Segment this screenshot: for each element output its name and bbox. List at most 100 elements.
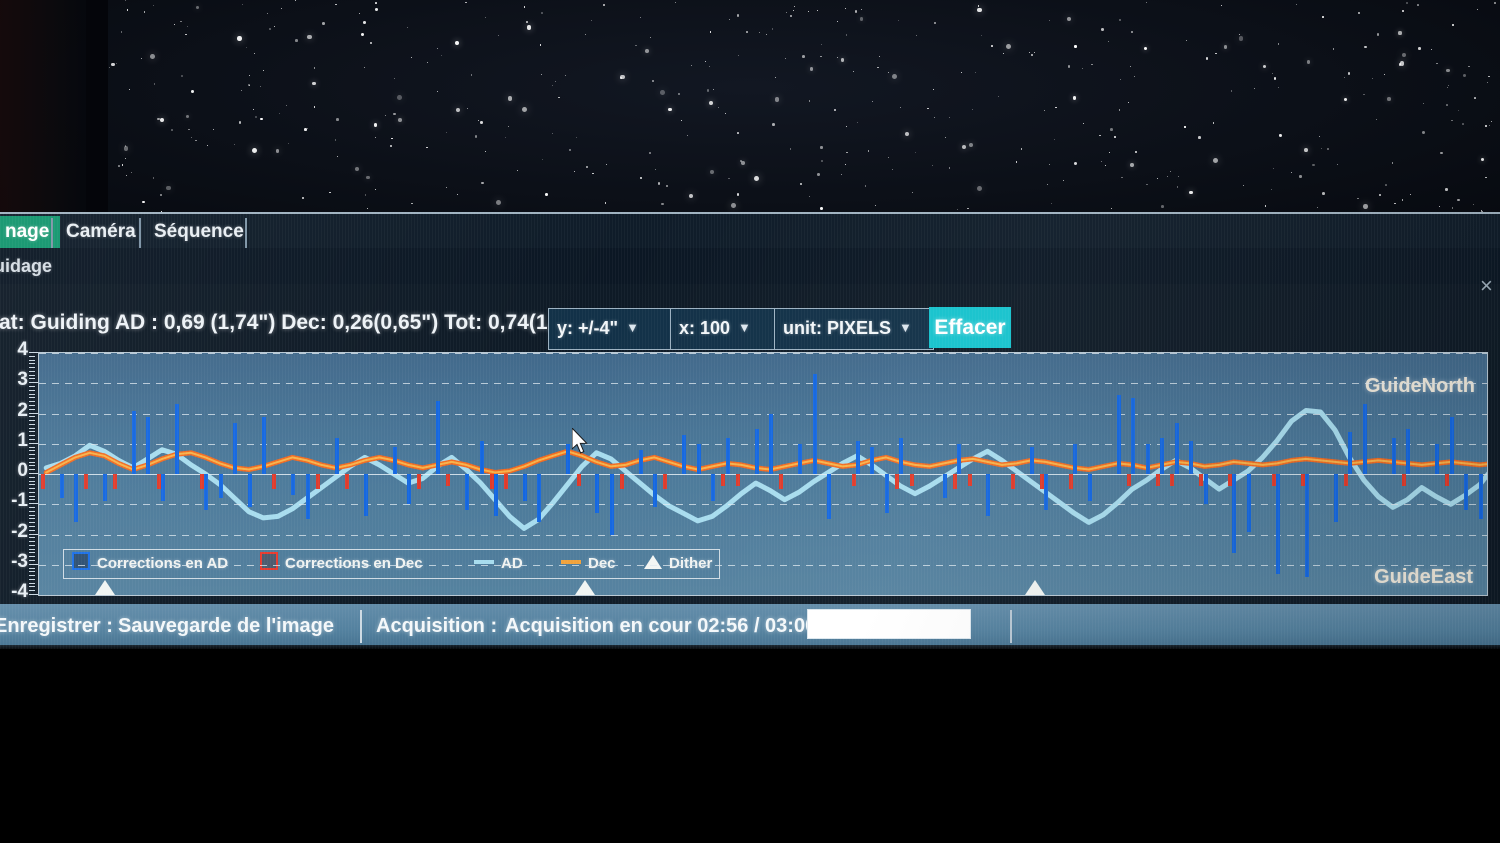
clear-button[interactable]: Effacer bbox=[929, 307, 1011, 348]
star bbox=[186, 26, 188, 28]
y-axis-minor-tick bbox=[29, 465, 35, 467]
star bbox=[660, 90, 665, 96]
correction-bar-ad bbox=[609, 474, 614, 535]
star bbox=[1015, 161, 1017, 163]
y-axis-minor-tick bbox=[29, 412, 39, 414]
star bbox=[180, 20, 182, 23]
star bbox=[1170, 170, 1172, 172]
y-axis-minor-tick bbox=[29, 552, 35, 554]
star bbox=[526, 25, 532, 30]
correction-bar-dec bbox=[113, 474, 118, 490]
star bbox=[313, 106, 316, 108]
unit-dropdown[interactable]: unit: PIXELS ▼ bbox=[774, 308, 934, 350]
star bbox=[457, 193, 459, 195]
tab-camera[interactable]: Caméra bbox=[66, 221, 136, 242]
legend-item-dec[interactable]: Dec bbox=[561, 552, 616, 576]
x-scale-dropdown[interactable]: x: 100 ▼ bbox=[670, 308, 778, 350]
star bbox=[1363, 93, 1365, 95]
acquisition-status-value: Acquisition en cour 02:56 / 03:00 bbox=[505, 615, 817, 637]
status-separator bbox=[1010, 610, 1012, 643]
star bbox=[1299, 175, 1302, 178]
star bbox=[1156, 178, 1158, 180]
unit-value: unit: PIXELS bbox=[783, 318, 891, 338]
y-axis-tick-label: 0 bbox=[17, 460, 28, 481]
close-icon[interactable]: × bbox=[1480, 273, 1493, 298]
star bbox=[123, 145, 129, 151]
star bbox=[159, 118, 164, 123]
star bbox=[1318, 135, 1321, 138]
plot-area[interactable]: GuideNorth GuideEast Corrections en AD C… bbox=[38, 352, 1488, 596]
star bbox=[390, 145, 393, 147]
star bbox=[1385, 184, 1387, 186]
star bbox=[307, 34, 312, 40]
star bbox=[1130, 30, 1134, 34]
guide-east-label: GuideEast bbox=[1374, 566, 1473, 588]
star bbox=[1462, 123, 1464, 126]
star bbox=[440, 55, 442, 57]
star bbox=[564, 74, 567, 77]
star bbox=[266, 12, 268, 14]
red-square-icon bbox=[260, 552, 278, 570]
star bbox=[834, 109, 836, 112]
star bbox=[1343, 76, 1346, 78]
star bbox=[496, 200, 502, 206]
correction-bar-dec bbox=[663, 474, 668, 490]
y-axis-minor-tick bbox=[29, 484, 35, 486]
panel-header-row bbox=[0, 248, 1500, 284]
star bbox=[1383, 73, 1386, 76]
star bbox=[234, 143, 236, 145]
y-axis-tick-label: -2 bbox=[11, 520, 28, 542]
star bbox=[606, 163, 608, 165]
star bbox=[915, 35, 917, 37]
dither-marker bbox=[1025, 580, 1045, 595]
star bbox=[997, 95, 1000, 98]
correction-bar-dec bbox=[315, 474, 320, 490]
star bbox=[745, 31, 748, 33]
tab-image[interactable]: nage bbox=[0, 216, 61, 249]
correction-bar-ad bbox=[870, 446, 875, 474]
star bbox=[1401, 9, 1405, 13]
star bbox=[410, 56, 413, 59]
star bbox=[648, 152, 651, 155]
star bbox=[771, 28, 774, 30]
correction-bar-ad bbox=[942, 474, 947, 499]
correction-bar-ad bbox=[59, 474, 64, 499]
star bbox=[446, 186, 448, 188]
star bbox=[1481, 210, 1483, 212]
y-axis-minor-tick bbox=[29, 586, 35, 588]
correction-bar-ad bbox=[204, 474, 209, 511]
star bbox=[1134, 150, 1137, 154]
star bbox=[1394, 202, 1396, 205]
star bbox=[322, 22, 326, 26]
y-axis-minor-tick bbox=[29, 378, 35, 380]
correction-bar-ad bbox=[827, 474, 831, 520]
legend-label: Corrections en AD bbox=[97, 555, 229, 572]
gridline bbox=[39, 504, 1487, 506]
star bbox=[877, 66, 879, 69]
y-axis-ticks bbox=[29, 352, 39, 595]
star bbox=[1118, 109, 1121, 111]
star bbox=[280, 7, 282, 9]
star bbox=[845, 34, 848, 36]
star bbox=[355, 167, 360, 172]
y-axis-minor-tick bbox=[29, 370, 35, 372]
y-axis-minor-tick bbox=[29, 386, 35, 388]
star bbox=[657, 181, 661, 185]
tab-sequence[interactable]: Séquence bbox=[154, 221, 244, 242]
star bbox=[1401, 199, 1404, 202]
star bbox=[454, 40, 459, 45]
star bbox=[1327, 147, 1330, 150]
star bbox=[363, 21, 366, 25]
y-scale-dropdown[interactable]: y: +/-4" ▼ bbox=[548, 308, 672, 350]
star bbox=[971, 108, 973, 110]
star bbox=[809, 67, 814, 71]
gridline bbox=[39, 534, 1487, 536]
star bbox=[1399, 63, 1402, 66]
star bbox=[364, 194, 367, 196]
star bbox=[141, 200, 145, 204]
star bbox=[933, 116, 936, 118]
y-axis-minor-tick bbox=[29, 503, 39, 505]
legend-item-ad[interactable]: AD bbox=[474, 552, 523, 576]
star bbox=[329, 191, 331, 194]
